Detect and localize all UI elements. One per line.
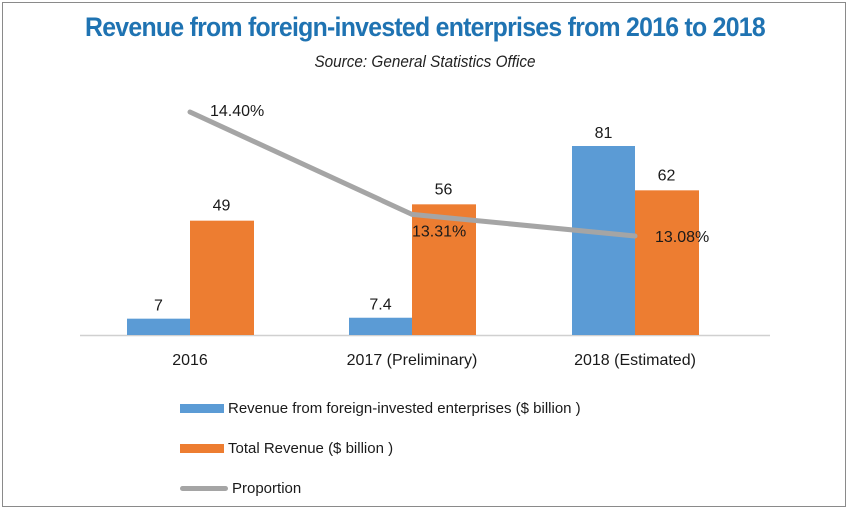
legend-swatch-proportion bbox=[180, 485, 228, 491]
legend-label-fdi-revenue: Revenue from foreign-invested enterprise… bbox=[228, 399, 581, 417]
legend-swatch-total-revenue bbox=[180, 443, 224, 453]
data-label-total-revenue-2: 62 bbox=[658, 167, 676, 184]
chart-title: Revenue from foreign-invested enterprise… bbox=[85, 12, 766, 42]
bar-fdi-revenue-0 bbox=[127, 318, 190, 335]
data-label-total-revenue-1: 56 bbox=[435, 181, 453, 198]
legend-item-total-revenue: Total Revenue ($ billion ) bbox=[180, 436, 581, 460]
chart-subtitle: Source: General Statistics Office bbox=[314, 52, 536, 71]
bar-total-revenue-2 bbox=[635, 190, 699, 335]
bar-total-revenue-0 bbox=[190, 220, 254, 335]
legend-swatch-fdi-revenue bbox=[180, 403, 224, 413]
data-label-proportion-2: 13.08% bbox=[655, 229, 709, 246]
legend-item-fdi-revenue: Revenue from foreign-invested enterprise… bbox=[180, 396, 581, 420]
chart-legend: Revenue from foreign-invested enterprise… bbox=[180, 396, 581, 516]
data-label-fdi-revenue-1: 7.4 bbox=[369, 297, 391, 314]
legend-label-total-revenue: Total Revenue ($ billion ) bbox=[228, 439, 394, 457]
x-tick-label-1: 2017 (Preliminary) bbox=[347, 352, 478, 369]
bar-total-revenue-1 bbox=[412, 204, 476, 335]
data-label-total-revenue-0: 49 bbox=[213, 198, 231, 215]
legend-label-proportion: Proportion bbox=[232, 479, 302, 497]
data-label-proportion-1: 13.31% bbox=[412, 223, 466, 240]
x-tick-label-2: 2018 (Estimated) bbox=[574, 352, 696, 369]
legend-item-proportion: Proportion bbox=[180, 476, 581, 500]
bar-fdi-revenue-2 bbox=[572, 146, 635, 335]
data-label-fdi-revenue-2: 81 bbox=[595, 125, 613, 142]
data-label-proportion-0: 14.40% bbox=[210, 103, 264, 120]
x-tick-label-0: 2016 bbox=[172, 352, 208, 369]
proportion-line bbox=[187, 109, 638, 239]
data-label-fdi-revenue-0: 7 bbox=[154, 298, 163, 315]
bar-fdi-revenue-1 bbox=[349, 317, 412, 335]
